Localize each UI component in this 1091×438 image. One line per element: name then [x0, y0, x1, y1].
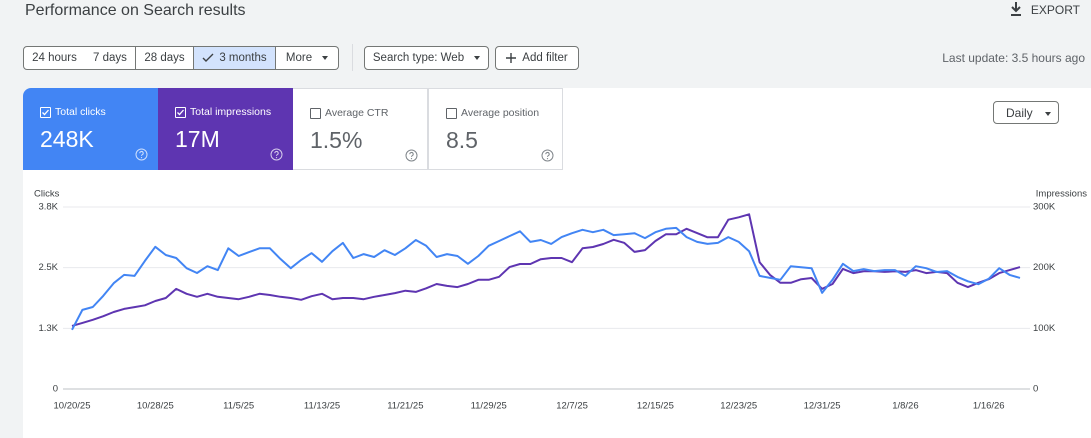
y2-tick-label: 300K: [1033, 202, 1056, 213]
separator: [352, 44, 353, 71]
export-button[interactable]: EXPORT: [1010, 2, 1080, 17]
data-line: [71, 226, 1021, 331]
x-tick-label: 10/20/25: [54, 401, 91, 412]
more-label: More: [285, 52, 313, 64]
y-tick-label: 2.5K: [38, 262, 58, 273]
search-type-button[interactable]: Search type: Web: [364, 46, 489, 70]
x-tick-label: 11/21/25: [387, 401, 423, 412]
help-icon[interactable]: [135, 148, 148, 161]
range-button[interactable]: 24 hours: [23, 46, 86, 70]
y-axis-label: Clicks: [34, 189, 60, 200]
y2-tick-label: 100K: [1033, 323, 1056, 334]
metric-value: 17M: [175, 126, 220, 152]
range-label: 3 months: [219, 52, 267, 64]
download-icon: [1010, 2, 1021, 16]
granularity-dropdown[interactable]: Daily: [993, 101, 1059, 124]
range-button-selected[interactable]: 3 months: [194, 46, 276, 70]
y-tick-label: 1.3K: [38, 323, 58, 334]
x-tick-label: 12/7/25: [556, 401, 588, 412]
metric-value: 8.5: [446, 127, 478, 153]
metric-tile[interactable]: Average CTR 1.5%: [293, 88, 428, 170]
x-tick-label: 11/13/25: [304, 401, 340, 412]
metric-tile[interactable]: Total clicks 248K: [23, 88, 158, 170]
x-tick-label: 11/29/25: [471, 401, 507, 412]
metric-label: Average position: [461, 107, 540, 119]
metric-value: 1.5%: [310, 127, 363, 153]
y2-tick-label: 0: [1033, 384, 1038, 395]
y-tick-label: 3.8K: [38, 202, 58, 213]
data-line: [71, 213, 1021, 327]
x-tick-label: 12/31/25: [804, 401, 841, 412]
help-icon[interactable]: [405, 149, 418, 162]
chart: Clicks Impressions 0 1.3K 2.5K 3.8K 0 100K 200…: [34, 189, 1087, 412]
metric-checkbox: [310, 108, 321, 119]
metric-label: Total impressions: [190, 106, 272, 118]
help-icon[interactable]: [270, 148, 283, 161]
help-icon[interactable]: [541, 149, 554, 162]
x-tick-label: 11/5/25: [223, 401, 254, 412]
metric-label: Average CTR: [325, 107, 389, 119]
add-filter-label: Add filter: [522, 52, 568, 64]
search-type-label: Search type: Web: [372, 52, 465, 64]
x-tick-label: 1/16/26: [973, 401, 1005, 412]
page-title: Performance on Search results: [25, 2, 246, 19]
metric-value: 248K: [40, 126, 94, 152]
range-button[interactable]: 28 days: [136, 46, 194, 70]
x-tick-label: 10/28/25: [137, 401, 174, 412]
y-tick-label: 0: [53, 384, 58, 395]
metric-tile[interactable]: Average position 8.5: [428, 88, 563, 170]
range-button[interactable]: 7 days: [85, 46, 136, 70]
x-tick-label: 12/15/25: [637, 401, 674, 412]
last-update: Last update: 3.5 hours ago: [942, 51, 1085, 65]
metric-label: Total clicks: [55, 106, 106, 118]
metric-tile[interactable]: Total impressions 17M: [158, 88, 293, 170]
metric-checkbox: [40, 107, 51, 118]
more-button[interactable]: More: [276, 46, 339, 70]
export-label: EXPORT: [1030, 3, 1080, 17]
add-filter-button[interactable]: Add filter: [495, 46, 579, 70]
metric-checkbox: [446, 108, 457, 119]
plus-icon: [506, 52, 517, 63]
search-console-page: Performance on Search results EXPORT 24 …: [23, 2, 1091, 438]
x-tick-label: 12/23/25: [720, 401, 757, 412]
y2-tick-label: 200K: [1033, 262, 1056, 273]
granularity-label: Daily: [1006, 106, 1033, 120]
y2-axis-label: Impressions: [1036, 189, 1087, 200]
metric-checkbox: [175, 107, 186, 118]
check-icon: [202, 53, 214, 62]
x-tick-label: 1/8/26: [892, 401, 918, 412]
